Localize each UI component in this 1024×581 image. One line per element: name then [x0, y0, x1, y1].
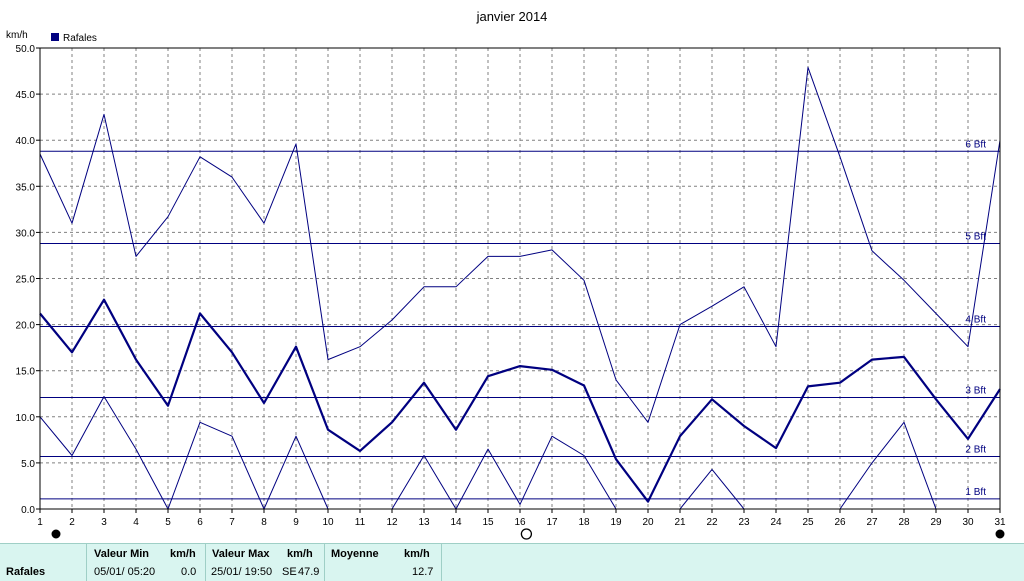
x-tick-label: 17	[546, 517, 558, 528]
x-tick-label: 13	[418, 517, 430, 528]
y-tick-label: 30.0	[16, 228, 36, 239]
y-tick-label: 10.0	[16, 413, 36, 424]
x-tick-label: 15	[482, 517, 494, 528]
x-tick-label: 4	[133, 517, 139, 528]
series-line	[39, 66, 1001, 423]
x-tick-label: 16	[514, 517, 526, 528]
stat-min-cell: Valeur Min km/h 05/01/ 05:20 0.0	[86, 544, 205, 581]
x-tick-label: 31	[994, 517, 1006, 528]
y-tick-label: 50.0	[16, 44, 36, 55]
y-tick-label: 5.0	[21, 459, 35, 470]
x-tick-label: 10	[322, 517, 334, 528]
y-tick-label: 35.0	[16, 182, 36, 193]
x-tick-label: 24	[770, 517, 782, 528]
chart: janvier 2014 km/h Rafales 1 Bft 2 Bft 3 Bf…	[6, 9, 1006, 540]
stat-max-unit: km/h	[287, 548, 313, 560]
y-tick-label: 20.0	[16, 321, 36, 332]
stat-min-unit: km/h	[170, 548, 196, 560]
new-moon-icon	[995, 529, 1005, 539]
x-tick-label: 5	[165, 517, 171, 528]
beaufort-label: 1 Bft	[965, 487, 986, 498]
y-axis-unit-label: km/h	[6, 30, 28, 41]
x-tick-label: 21	[674, 517, 686, 528]
beaufort-label: 6 Bft	[965, 139, 986, 150]
x-tick-label: 27	[866, 517, 878, 528]
y-tick-label: 25.0	[16, 275, 36, 286]
x-tick-label: 3	[101, 517, 107, 528]
x-tick-label: 14	[450, 517, 462, 528]
x-tick-label: 6	[197, 517, 203, 528]
x-tick-label: 25	[802, 517, 814, 528]
stat-max-cell: Valeur Max km/h 25/01/ 19:50 SE 47.9	[205, 544, 324, 581]
stat-avg-cell: Moyenne km/h 12.7	[324, 544, 441, 581]
x-tick-label: 28	[898, 517, 910, 528]
stat-max-header: Valeur Max	[212, 548, 270, 560]
x-tick-label: 18	[578, 517, 590, 528]
x-tick-label: 23	[738, 517, 750, 528]
stat-end-divider	[441, 544, 443, 581]
stat-min-value: 0.0	[181, 566, 197, 578]
y-tick-label: 0.0	[21, 505, 35, 516]
x-tick-label: 8	[261, 517, 267, 528]
new-moon-icon	[51, 529, 61, 539]
y-tick-label: 15.0	[16, 367, 36, 378]
stat-min-header: Valeur Min	[94, 548, 150, 560]
stat-max-value: 47.9	[298, 566, 320, 578]
x-tick-label: 19	[610, 517, 622, 528]
beaufort-label: 3 Bft	[965, 385, 986, 396]
stat-max-dir: SE	[282, 566, 297, 578]
series-line	[39, 298, 1001, 503]
x-tick-label: 26	[834, 517, 846, 528]
stat-min-when: 05/01/ 05:20	[94, 566, 156, 578]
beaufort-label: 4 Bft	[965, 314, 986, 325]
x-tick-label: 29	[930, 517, 942, 528]
stats-bar: Rafales Valeur Min km/h 05/01/ 05:20 0.0…	[0, 543, 1024, 581]
full-moon-icon	[520, 528, 533, 540]
x-tick-label: 20	[642, 517, 654, 528]
x-tick-label: 2	[69, 517, 75, 528]
stats-row-label: Rafales	[6, 566, 46, 578]
beaufort-label: 2 Bft	[965, 444, 986, 455]
x-tick-label: 30	[962, 517, 974, 528]
legend-label: Rafales	[63, 33, 97, 44]
x-tick-label: 9	[293, 517, 299, 528]
stat-avg-header: Moyenne	[331, 548, 379, 560]
stat-avg-value: 12.7	[412, 566, 434, 578]
x-tick-label: 7	[229, 517, 235, 528]
x-tick-label: 11	[355, 517, 366, 528]
x-tick-label: 22	[706, 517, 718, 528]
beaufort-label: 5 Bft	[965, 231, 986, 242]
y-tick-label: 40.0	[16, 136, 36, 147]
legend-swatch	[51, 33, 59, 41]
stat-avg-unit: km/h	[404, 548, 430, 560]
chart-title: janvier 2014	[476, 9, 548, 24]
stat-max-when: 25/01/ 19:50	[211, 566, 273, 578]
x-tick-label: 12	[386, 517, 398, 528]
y-tick-label: 45.0	[16, 90, 36, 101]
x-tick-label: 1	[37, 517, 43, 528]
